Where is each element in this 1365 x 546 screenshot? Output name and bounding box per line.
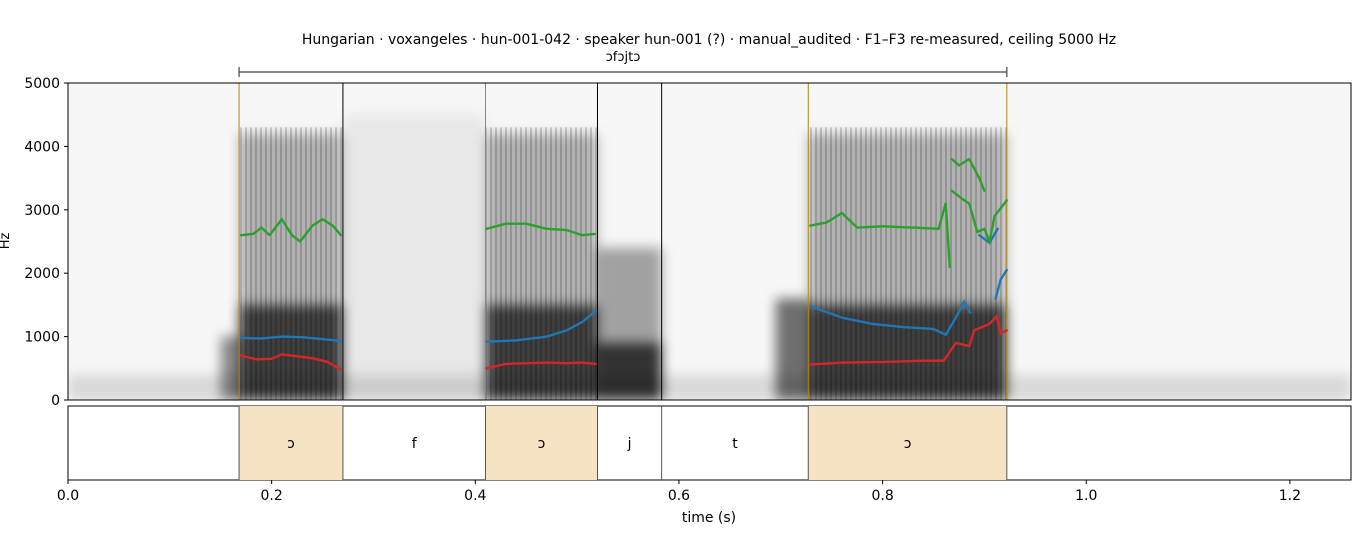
y-tick-label: 3000	[24, 203, 60, 219]
segment-label: j	[627, 436, 632, 452]
segment-label: f	[412, 436, 418, 452]
x-axis-label: time (s)	[682, 510, 736, 526]
glide-low-energy	[597, 342, 662, 400]
formant-track-1	[239, 353, 343, 371]
segment-boundaries	[238, 83, 1008, 400]
formant-track-3	[809, 203, 951, 269]
tier-vowel-fill	[239, 406, 343, 480]
formant-track-3	[485, 222, 597, 237]
x-tick-label: 0.8	[871, 488, 893, 504]
formant-track-3	[950, 189, 1008, 246]
word-span-bracket	[238, 67, 1008, 77]
formant-track-2	[809, 299, 972, 337]
prevoicing-energy	[220, 336, 240, 400]
spectrogram-frame	[67, 82, 1352, 401]
x-tick-label: 1.0	[1075, 488, 1097, 504]
formant-track-2	[994, 268, 1008, 300]
formant-track-1	[485, 361, 597, 370]
formant-track-2	[239, 335, 343, 343]
tier-vowel-fill	[808, 406, 1007, 480]
spectral-energy	[68, 114, 1351, 400]
x-axis: 0.0 0.2 0.4 0.6 0.8 1.0 1.2	[57, 480, 1301, 504]
voicing-striations	[808, 127, 1007, 400]
formant-track-3	[239, 217, 343, 244]
tier-vowel-fill	[485, 406, 598, 480]
x-tick-label: 0.2	[261, 488, 283, 504]
formant-track-3	[950, 157, 986, 193]
formant-track-1	[809, 313, 1008, 366]
word-label: ɔfɔjtɔ	[606, 50, 641, 65]
segment-label: t	[732, 436, 738, 452]
y-tick-label: 4000	[24, 139, 60, 155]
formant-track-2	[485, 310, 597, 343]
x-tick-label: 0.4	[464, 488, 486, 504]
formant-tracks	[239, 157, 1008, 371]
fricative-energy	[342, 114, 486, 400]
voicing-striations	[485, 127, 598, 400]
segment-label: ɔ	[287, 436, 295, 452]
stop-burst-energy	[775, 298, 809, 400]
y-tick-label: 1000	[24, 330, 60, 346]
x-tick-label: 1.2	[1279, 488, 1301, 504]
glide-mid-energy	[597, 247, 662, 343]
y-tick-label: 2000	[24, 266, 60, 282]
y-axis-label: Hz	[0, 233, 13, 250]
x-tick-label: 0.6	[668, 488, 690, 504]
y-axis: 0 1000 2000 3000 4000 5000	[24, 76, 68, 409]
y-tick-label: 5000	[24, 76, 60, 92]
x-tick-label: 0.0	[57, 488, 79, 504]
y-tick-label: 0	[51, 393, 60, 409]
chart-title: Hungarian · voxangeles · hun-001-042 · s…	[302, 32, 1116, 48]
segment-label: ɔ	[904, 436, 912, 452]
segment-label: ɔ	[538, 436, 546, 452]
